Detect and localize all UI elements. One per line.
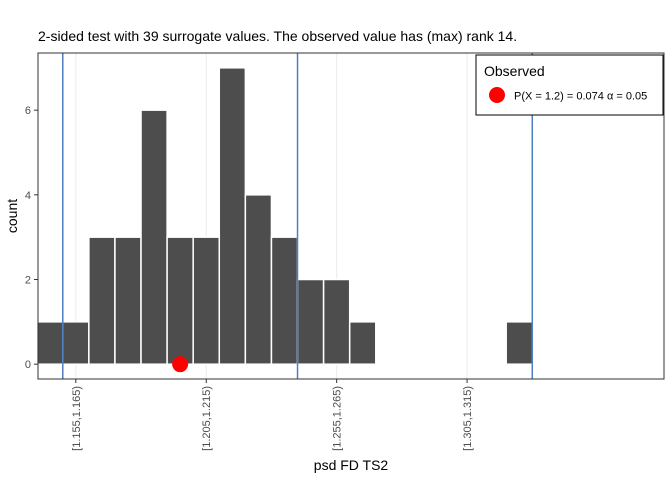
x-axis-title: psd FD TS2 — [314, 457, 389, 473]
legend: Observed P(X = 1.2) = 0.074 α = 0.05 — [475, 54, 664, 116]
x-tick-label: [1.155,1.165) — [71, 386, 83, 451]
histogram-bar — [270, 236, 299, 365]
legend-frame — [475, 54, 664, 116]
y-tick-label: 2 — [25, 275, 31, 287]
histogram-bar — [140, 109, 168, 365]
histogram-bar — [166, 236, 194, 365]
x-tick-label: [1.205,1.215) — [201, 386, 213, 451]
panel-border — [37, 52, 665, 380]
y-axis: 0 2 4 6 — [25, 105, 38, 371]
histogram-bar — [505, 321, 534, 365]
histogram-bar — [114, 236, 142, 365]
y-axis-title: count — [4, 199, 20, 233]
legend-label: P(X = 1.2) = 0.074 α = 0.05 — [514, 91, 647, 103]
x-tick-label: [1.255,1.265) — [332, 386, 344, 451]
x-axis: [1.155,1.165) [1.205,1.215) [1.255,1.265) [… — [71, 379, 474, 451]
histogram-bar — [296, 278, 325, 365]
observed-point — [172, 356, 189, 373]
histogram-bar — [192, 236, 221, 365]
histogram-bar — [88, 236, 116, 365]
y-tick-label: 6 — [25, 105, 31, 117]
histogram-bar — [348, 321, 377, 365]
histogram-bar — [322, 278, 351, 365]
histogram-bar — [218, 67, 247, 365]
y-tick-label: 0 — [25, 359, 31, 371]
histogram-bar — [35, 321, 64, 365]
point-layer — [172, 356, 189, 373]
legend-title: Observed — [484, 63, 545, 79]
y-tick-label: 4 — [25, 190, 31, 202]
x-tick-label: [1.305,1.315) — [462, 386, 474, 451]
histogram-bar — [62, 321, 90, 365]
legend-point-key — [489, 87, 505, 103]
histogram-bar — [244, 194, 273, 365]
bars-layer — [35, 67, 534, 365]
chart-title: 2-sided test with 39 surrogate values. T… — [38, 28, 517, 44]
